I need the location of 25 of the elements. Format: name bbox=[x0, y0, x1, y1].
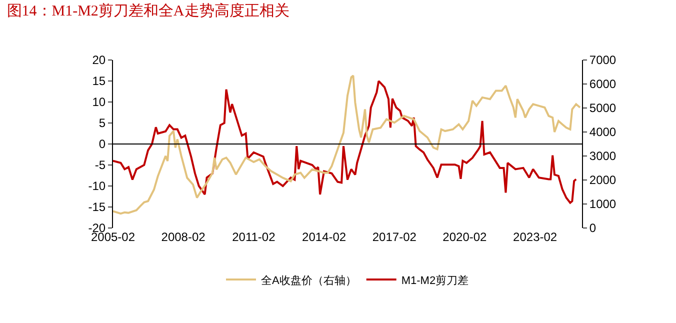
x-tick-label: 2023-02 bbox=[513, 230, 558, 244]
x-tick-label: 2011-02 bbox=[232, 230, 276, 244]
y-tick-label: 20 bbox=[92, 53, 106, 68]
y2-tick-label: 6000 bbox=[589, 77, 616, 92]
y-tick-label: -10 bbox=[88, 179, 106, 194]
x-tick-label: 2014-02 bbox=[302, 230, 346, 244]
x-tick-label: 2008-02 bbox=[161, 230, 206, 244]
chart-title: 图14：M1-M2剪刀差和全A走势高度正相关 bbox=[6, 2, 290, 20]
y-tick-label: 0 bbox=[98, 137, 106, 152]
y-tick-label: -15 bbox=[88, 200, 106, 214]
y2-tick-label: 2000 bbox=[589, 173, 616, 188]
y2-tick-label: 0 bbox=[589, 221, 596, 236]
y2-tick-label: 1000 bbox=[589, 197, 616, 212]
legend-label: 全A收盘价（右轴） bbox=[261, 274, 356, 287]
y2-tick-label: 4000 bbox=[589, 125, 616, 140]
y2-tick-label: 5000 bbox=[589, 101, 616, 116]
y-tick-label: 5 bbox=[98, 116, 106, 130]
y2-tick-label: 3000 bbox=[589, 149, 616, 164]
y-tick-label: -5 bbox=[94, 158, 106, 172]
y-tick-label: 15 bbox=[92, 74, 106, 88]
x-tick-label: 2020-02 bbox=[442, 230, 488, 244]
legend-label: M1-M2剪刀差 bbox=[401, 274, 469, 287]
y2-tick-label: 7000 bbox=[589, 53, 616, 68]
y-tick-label: 10 bbox=[92, 95, 106, 110]
x-tick-label: 2017-02 bbox=[372, 230, 417, 244]
